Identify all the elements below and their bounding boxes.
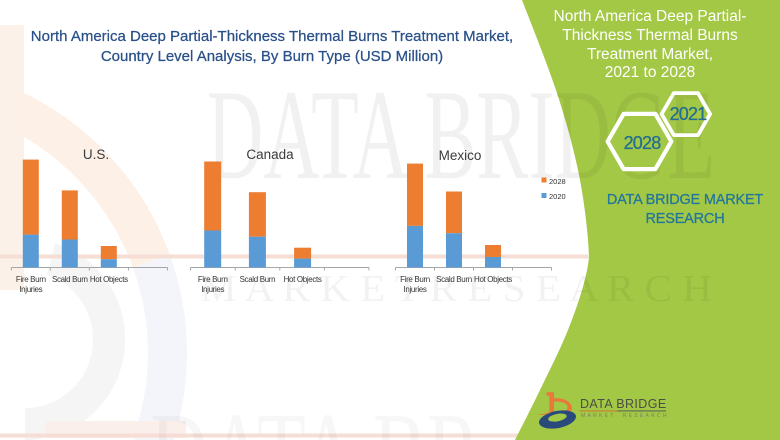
svg-text:DATA BR: DATA BR <box>150 388 480 440</box>
svg-text:M A R K E T R E S E A R C H: M A R K E T R E S E A R C H <box>200 268 712 310</box>
